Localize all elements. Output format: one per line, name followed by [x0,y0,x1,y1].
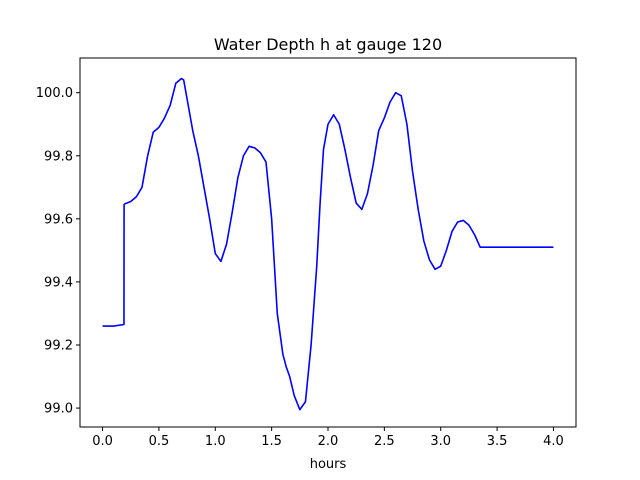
x-tick-label: 3.0 [430,434,451,449]
y-tick-label: 99.2 [44,339,73,354]
chart-title: Water Depth h at gauge 120 [214,35,442,54]
x-tick-label: 2.0 [318,434,339,449]
y-tick-label: 99.4 [44,275,73,290]
series-line-0 [102,77,554,411]
plot-area [102,77,554,411]
x-tick-label: 0.5 [149,434,170,449]
x-axis: 0.0 0.5 1.0 1.5 2.0 2.5 3.0 3.5 4.0 [92,427,564,449]
y-tick-label: 99.8 [44,149,73,164]
x-tick-label: 4.0 [543,434,564,449]
y-tick-label: 99.6 [44,212,73,227]
y-tick-label: 100.0 [36,86,73,101]
y-tick-label: 99.0 [44,402,73,417]
x-tick-label: 1.0 [205,434,226,449]
x-tick-label: 2.5 [374,434,395,449]
x-tick-label: 1.5 [261,434,282,449]
y-axis: 99.0 99.2 99.4 99.6 99.8 100.0 [36,86,80,417]
x-tick-label: 0.0 [92,434,113,449]
x-tick-label: 3.5 [487,434,508,449]
x-axis-label: hours [310,457,347,472]
